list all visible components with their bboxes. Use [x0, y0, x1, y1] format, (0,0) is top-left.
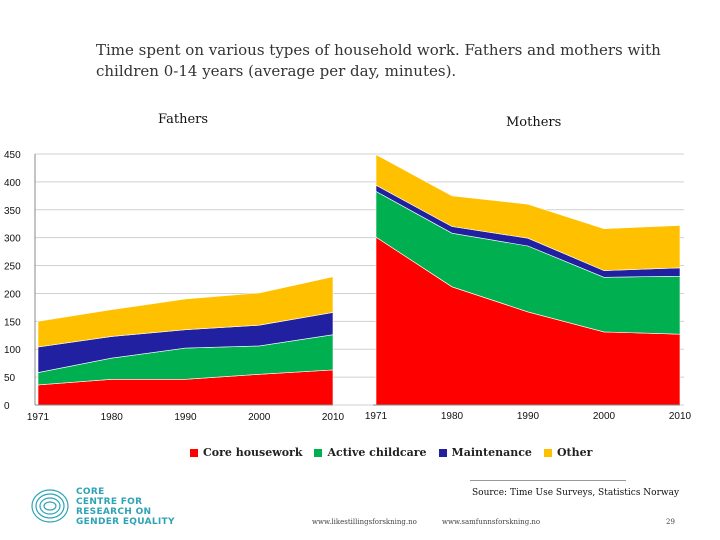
source-divider [470, 480, 626, 481]
legend-swatch-childcare [314, 448, 323, 457]
fathers-panel-title: Fathers [158, 112, 209, 127]
legend-label-core: Core housework [203, 446, 303, 459]
y-tick-label: 0 [4, 401, 10, 412]
source-note: Source: Time Use Surveys, Statistics Nor… [472, 488, 680, 498]
core-logo-icon [31, 489, 69, 523]
legend-swatch-maintenance [438, 448, 447, 457]
fathers-area-other [37, 276, 334, 348]
fathers-x-tick-label: 1990 [174, 412, 197, 423]
fathers-x-tick-label: 2010 [322, 412, 345, 423]
page-number: 29 [666, 518, 675, 526]
mothers-panel: 1971 1980 1990 2000 2010 [365, 154, 692, 422]
legend-label-maintenance: Maintenance [451, 446, 532, 459]
legend-swatch-other [543, 448, 552, 457]
logo-line: GENDER EQUALITY [76, 517, 175, 527]
logo-line: CENTRE FOR [76, 497, 143, 507]
legend-item-active-childcare: Active childcare [314, 446, 427, 459]
legend-label-other: Other [556, 446, 593, 459]
mothers-area-other [375, 154, 681, 271]
y-tick-label: 350 [4, 206, 21, 217]
fathers-x-tick-label: 1980 [101, 412, 124, 423]
legend-label-childcare: Active childcare [327, 446, 427, 459]
y-tick-label: 400 [4, 178, 21, 189]
y-tick-label: 100 [4, 345, 21, 356]
fathers-panel: 1971 1980 1990 2000 2010 [27, 276, 345, 423]
mothers-x-tick-label: 2010 [669, 411, 692, 422]
core-logo-text: CORE CENTRE FOR RESEARCH ON GENDER EQUAL… [76, 487, 175, 527]
mothers-x-tick-label: 1990 [517, 411, 540, 422]
legend-item-maintenance: Maintenance [438, 446, 532, 459]
legend-item-other: Other [543, 446, 593, 459]
mothers-x-tick-label: 2000 [593, 411, 616, 422]
y-tick-label: 250 [4, 262, 21, 273]
mothers-x-tick-label: 1971 [365, 411, 388, 422]
chart-legend: Core housework Active childcare Maintena… [190, 446, 592, 459]
logo-line: CORE [76, 487, 105, 497]
fathers-x-tick-label: 2000 [248, 412, 271, 423]
legend-item-core-housework: Core housework [190, 446, 302, 459]
mothers-panel-title: Mothers [506, 115, 562, 130]
footer-link-samfunn[interactable]: www.samfunnsforskning.no [442, 518, 541, 526]
page-title: Time spent on various types of household… [96, 41, 661, 80]
y-tick-label: 50 [4, 373, 16, 384]
y-tick-label: 450 [4, 150, 21, 161]
footer-link-likestilling[interactable]: www.likestillingsforskning.no [312, 518, 417, 526]
legend-swatch-core [190, 448, 198, 457]
y-tick-label: 150 [4, 317, 21, 328]
mothers-x-tick-label: 1980 [441, 411, 464, 422]
y-tick-label: 200 [4, 289, 21, 300]
logo-line: RESEARCH ON [76, 507, 152, 517]
fathers-x-tick-label: 1971 [27, 412, 50, 423]
y-tick-label: 300 [4, 234, 21, 245]
